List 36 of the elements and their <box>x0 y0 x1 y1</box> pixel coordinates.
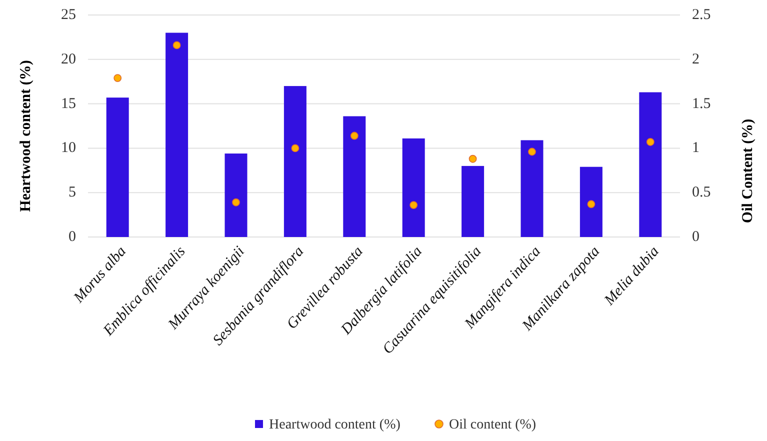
point <box>468 154 477 163</box>
bar <box>166 32 188 237</box>
point <box>232 198 240 206</box>
y2-tick-label: 2.5 <box>692 7 711 23</box>
bar <box>639 92 662 237</box>
point <box>646 138 654 146</box>
bar <box>343 116 366 237</box>
y-tick-label: 5 <box>68 184 76 201</box>
y-tick-label: 25 <box>61 7 76 23</box>
y2-tick-label: 0 <box>692 229 700 245</box>
y-tick-label: 10 <box>61 140 76 156</box>
legend-label: Oil content (%) <box>449 418 536 432</box>
y2-tick-label: 1.5 <box>692 96 711 112</box>
bar <box>402 138 425 237</box>
y2-tick-label: 1 <box>692 140 700 156</box>
bar <box>284 86 306 237</box>
y-tick-label: 15 <box>61 96 76 112</box>
point <box>587 200 596 208</box>
y-tick-label: 20 <box>61 51 76 68</box>
bar <box>580 166 602 237</box>
y2-tick-label: 0.5 <box>692 184 711 201</box>
point <box>291 144 300 152</box>
point <box>350 132 358 140</box>
y-axis-title: Heartwood content (%) <box>18 60 34 212</box>
legend-label: Heartwood content (%) <box>269 418 401 432</box>
point <box>114 74 122 82</box>
bar <box>520 140 544 237</box>
bar <box>106 98 129 237</box>
point <box>172 41 181 50</box>
bar <box>462 166 484 237</box>
y2-axis-title: Oil Content (%) <box>740 118 756 224</box>
point <box>410 201 418 209</box>
y2-tick-label: 2 <box>692 51 700 68</box>
bar <box>224 154 248 237</box>
y-tick-label: 0 <box>68 229 76 245</box>
point <box>528 148 536 156</box>
